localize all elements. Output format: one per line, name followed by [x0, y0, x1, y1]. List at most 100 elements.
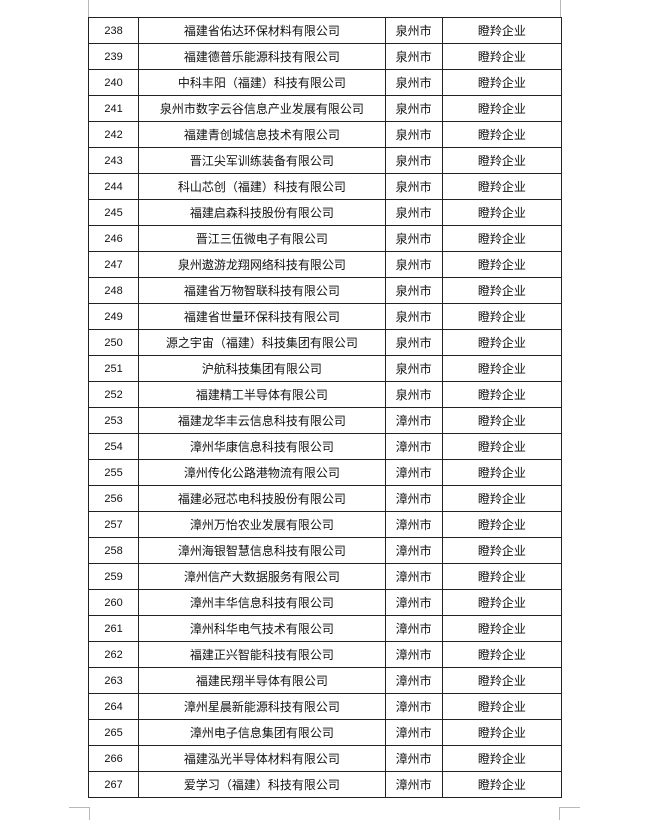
city-cell: 泉州市	[384, 381, 443, 408]
enterprise-type-cell: 瞪羚企业	[441, 615, 563, 642]
enterprise-type-cell: 瞪羚企业	[441, 43, 563, 70]
city-cell: 漳州市	[384, 615, 443, 642]
table-row: 248 福建省万物智联科技有限公司 泉州市 瞪羚企业	[87, 277, 563, 304]
row-number-cell: 243	[87, 147, 140, 174]
row-number-cell: 266	[87, 745, 140, 772]
city-cell: 漳州市	[384, 485, 443, 512]
table-row: 264 漳州星晨新能源科技有限公司 漳州市 瞪羚企业	[87, 693, 563, 720]
page-corner-mark-bottom-right-v	[559, 807, 560, 820]
city-cell: 漳州市	[384, 511, 443, 538]
company-name-cell: 晋江尖军训练装备有限公司	[138, 147, 386, 174]
row-number-cell: 263	[87, 667, 140, 694]
company-name-cell: 漳州华康信息科技有限公司	[138, 433, 386, 460]
city-cell: 漳州市	[384, 563, 443, 590]
company-name-cell: 福建省万物智联科技有限公司	[138, 277, 386, 304]
company-name-cell: 漳州海银智慧信息科技有限公司	[138, 537, 386, 564]
row-number-cell: 251	[87, 355, 140, 382]
city-cell: 泉州市	[384, 173, 443, 200]
enterprise-type-cell: 瞪羚企业	[441, 771, 563, 798]
city-cell: 漳州市	[384, 719, 443, 746]
enterprise-type-cell: 瞪羚企业	[441, 641, 563, 668]
company-name-cell: 漳州丰华信息科技有限公司	[138, 589, 386, 616]
table-row: 266 福建泓光半导体材料有限公司 漳州市 瞪羚企业	[87, 745, 563, 772]
city-cell: 漳州市	[384, 589, 443, 616]
table-row: 265 漳州电子信息集团有限公司 漳州市 瞪羚企业	[87, 719, 563, 746]
enterprise-type-cell: 瞪羚企业	[441, 121, 563, 148]
enterprise-type-cell: 瞪羚企业	[441, 355, 563, 382]
table-row: 241 泉州市数字云谷信息产业发展有限公司 泉州市 瞪羚企业	[87, 95, 563, 122]
company-name-cell: 福建省世量环保科技有限公司	[138, 303, 386, 330]
company-name-cell: 沪航科技集团有限公司	[138, 355, 386, 382]
row-number-cell: 241	[87, 95, 140, 122]
row-number-cell: 254	[87, 433, 140, 460]
row-number-cell: 240	[87, 69, 140, 96]
row-number-cell: 256	[87, 485, 140, 512]
table-row: 240 中科丰阳（福建）科技有限公司 泉州市 瞪羚企业	[87, 69, 563, 96]
enterprise-type-cell: 瞪羚企业	[441, 199, 563, 226]
company-name-cell: 中科丰阳（福建）科技有限公司	[138, 69, 386, 96]
row-number-cell: 244	[87, 173, 140, 200]
enterprise-type-cell: 瞪羚企业	[441, 485, 563, 512]
row-number-cell: 258	[87, 537, 140, 564]
row-number-cell: 257	[87, 511, 140, 538]
company-name-cell: 漳州电子信息集团有限公司	[138, 719, 386, 746]
row-number-cell: 250	[87, 329, 140, 356]
city-cell: 泉州市	[384, 355, 443, 382]
enterprise-type-cell: 瞪羚企业	[441, 95, 563, 122]
row-number-cell: 249	[87, 303, 140, 330]
enterprise-type-cell: 瞪羚企业	[441, 329, 563, 356]
enterprise-type-cell: 瞪羚企业	[441, 225, 563, 252]
row-number-cell: 246	[87, 225, 140, 252]
company-name-cell: 科山芯创（福建）科技有限公司	[138, 173, 386, 200]
row-number-cell: 242	[87, 121, 140, 148]
company-name-cell: 爱学习（福建）科技有限公司	[138, 771, 386, 798]
page-corner-mark-top-right	[560, 0, 561, 17]
enterprise-type-cell: 瞪羚企业	[441, 719, 563, 746]
table-row: 253 福建龙华丰云信息科技有限公司 漳州市 瞪羚企业	[87, 407, 563, 434]
table-row: 252 福建精工半导体有限公司 泉州市 瞪羚企业	[87, 381, 563, 408]
enterprise-type-cell: 瞪羚企业	[441, 433, 563, 460]
table-row: 262 福建正兴智能科技有限公司 漳州市 瞪羚企业	[87, 641, 563, 668]
row-number-cell: 261	[87, 615, 140, 642]
city-cell: 泉州市	[384, 17, 443, 44]
table-row: 256 福建必冠芯电科技股份有限公司 漳州市 瞪羚企业	[87, 485, 563, 512]
city-cell: 泉州市	[384, 329, 443, 356]
row-number-cell: 260	[87, 589, 140, 616]
row-number-cell: 259	[87, 563, 140, 590]
row-number-cell: 238	[87, 17, 140, 44]
city-cell: 泉州市	[384, 199, 443, 226]
page-corner-mark-bottom-left-h	[69, 807, 89, 808]
table-row: 251 沪航科技集团有限公司 泉州市 瞪羚企业	[87, 355, 563, 382]
enterprise-type-cell: 瞪羚企业	[441, 407, 563, 434]
row-number-cell: 255	[87, 459, 140, 486]
company-name-cell: 福建泓光半导体材料有限公司	[138, 745, 386, 772]
table-row: 245 福建启森科技股份有限公司 泉州市 瞪羚企业	[87, 199, 563, 226]
table-row: 249 福建省世量环保科技有限公司 泉州市 瞪羚企业	[87, 303, 563, 330]
city-cell: 泉州市	[384, 69, 443, 96]
city-cell: 漳州市	[384, 771, 443, 798]
table-row: 255 漳州传化公路港物流有限公司 漳州市 瞪羚企业	[87, 459, 563, 486]
company-name-cell: 源之宇宙（福建）科技集团有限公司	[138, 329, 386, 356]
city-cell: 泉州市	[384, 303, 443, 330]
table-row: 257 漳州万怡农业发展有限公司 漳州市 瞪羚企业	[87, 511, 563, 538]
page-corner-mark-bottom-right-h	[559, 807, 580, 808]
row-number-cell: 253	[87, 407, 140, 434]
table-row: 259 漳州信产大数据服务有限公司 漳州市 瞪羚企业	[87, 563, 563, 590]
enterprise-type-cell: 瞪羚企业	[441, 693, 563, 720]
city-cell: 泉州市	[384, 121, 443, 148]
company-name-cell: 福建德普乐能源科技有限公司	[138, 43, 386, 70]
table-row: 238 福建省佑达环保材料有限公司 泉州市 瞪羚企业	[87, 17, 563, 44]
city-cell: 漳州市	[384, 433, 443, 460]
table-row: 260 漳州丰华信息科技有限公司 漳州市 瞪羚企业	[87, 589, 563, 616]
row-number-cell: 245	[87, 199, 140, 226]
enterprise-type-cell: 瞪羚企业	[441, 459, 563, 486]
city-cell: 泉州市	[384, 95, 443, 122]
city-cell: 漳州市	[384, 537, 443, 564]
city-cell: 泉州市	[384, 43, 443, 70]
city-cell: 漳州市	[384, 459, 443, 486]
enterprise-type-cell: 瞪羚企业	[441, 589, 563, 616]
enterprise-type-cell: 瞪羚企业	[441, 381, 563, 408]
table-row: 261 漳州科华电气技术有限公司 漳州市 瞪羚企业	[87, 615, 563, 642]
enterprise-type-cell: 瞪羚企业	[441, 511, 563, 538]
page-corner-mark-top-left	[88, 0, 89, 17]
